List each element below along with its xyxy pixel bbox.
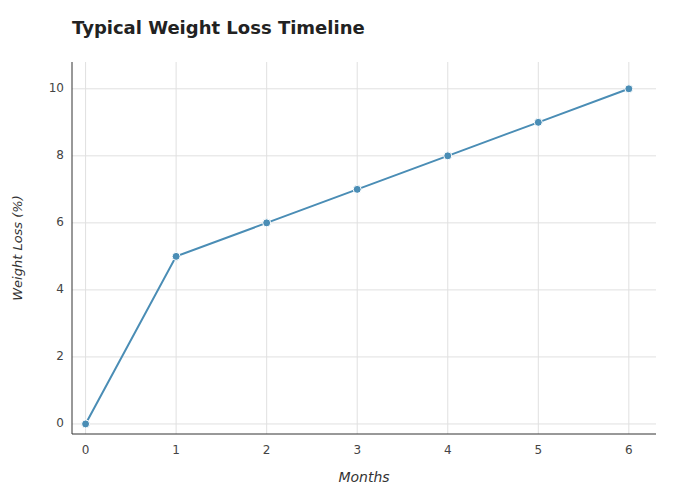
y-grid-line xyxy=(72,356,656,357)
x-grid-line xyxy=(357,62,358,434)
axes: 0 2 4 6 8 10 0 1 2 3 4 5 6 xyxy=(49,62,656,457)
y-tick-label: 10 xyxy=(49,81,64,95)
y-axis-line xyxy=(72,62,73,434)
point xyxy=(172,252,180,260)
chart-title: Typical Weight Loss Timeline xyxy=(72,17,365,38)
chart-container: 0 2 4 6 8 10 0 1 2 3 4 5 6 Typical Weight Loss Timeli… xyxy=(0,0,680,500)
x-tick-label: 4 xyxy=(444,443,452,457)
y-tick-label: 8 xyxy=(56,148,64,162)
y-grid-line xyxy=(72,423,656,424)
point xyxy=(82,420,90,428)
y-grid-line xyxy=(72,88,656,89)
y-axis-label: Weight Loss (%) xyxy=(10,195,25,301)
y-grid-line xyxy=(72,289,656,290)
x-axis-label: Months xyxy=(338,469,389,485)
point xyxy=(625,85,633,93)
x-grid-line xyxy=(266,62,267,434)
y-grid-line xyxy=(72,155,656,156)
x-grid-line xyxy=(628,62,629,434)
x-tick-label: 0 xyxy=(82,443,90,457)
x-tick-label: 3 xyxy=(353,443,361,457)
y-tick-label: 2 xyxy=(56,349,64,363)
data-group xyxy=(82,85,633,428)
point xyxy=(444,152,452,160)
y-tick-label: 0 xyxy=(56,416,64,430)
y-tick-label: 4 xyxy=(56,282,64,296)
x-tick-label: 2 xyxy=(263,443,271,457)
chart-svg: 0 2 4 6 8 10 0 1 2 3 4 5 6 Typical Weight Loss Timeli… xyxy=(0,0,680,500)
x-axis-line xyxy=(72,434,656,435)
y-tick-label: 6 xyxy=(56,215,64,229)
x-grid-line xyxy=(538,62,539,434)
x-tick-label: 5 xyxy=(534,443,542,457)
y-grid-line xyxy=(72,222,656,223)
x-tick-label: 6 xyxy=(625,443,633,457)
point xyxy=(263,219,271,227)
point xyxy=(534,118,542,126)
x-tick-label: 1 xyxy=(172,443,180,457)
x-grid-line xyxy=(85,62,86,434)
x-grid-line xyxy=(176,62,177,434)
line xyxy=(86,89,629,424)
point xyxy=(353,185,361,193)
x-grid-line xyxy=(447,62,448,434)
grid xyxy=(72,62,656,434)
